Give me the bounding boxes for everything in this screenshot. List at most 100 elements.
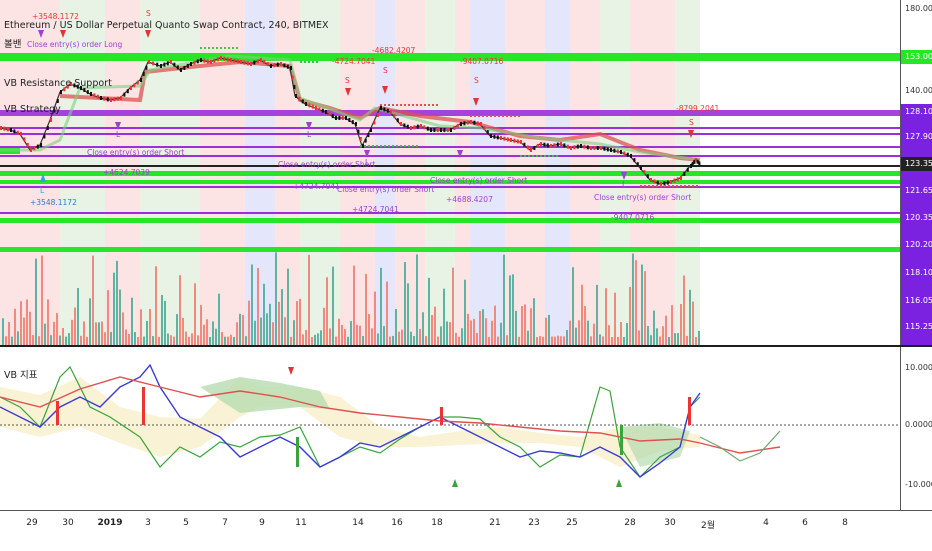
indicator-line-green [0,365,701,478]
candle [120,96,122,100]
candle [376,113,379,117]
stop-levels [200,47,560,157]
candle [46,126,49,130]
indicator-title[interactable]: VB 지표 [4,370,38,381]
indicator-cloud [0,377,700,467]
indicator-axis[interactable]: 10.0000 0.0000 -10.0000 [900,347,932,510]
indicator-label: -10.0000 [905,480,932,489]
volume-bar [668,336,670,345]
candle [503,136,506,141]
candle [63,87,66,92]
volume-bar [137,336,139,345]
price-label: 127.90 [905,132,932,141]
candle [606,147,609,152]
volume-bar [80,335,82,345]
candle [633,158,636,163]
candle [496,135,499,140]
volume-bar [371,328,373,345]
candle [293,85,296,89]
stop-levels-red [380,104,700,187]
time-label: 25 [566,518,578,528]
time-label: 6 [802,518,808,528]
candle [506,137,509,142]
candle [291,75,294,80]
volume-bar [629,286,631,345]
volume-bar [428,277,430,345]
candle [520,140,522,144]
indicator-pane[interactable]: VB 지표 [0,347,900,510]
candle [513,138,516,143]
candle [370,128,372,132]
candle [163,62,166,67]
volume-bar [152,336,154,345]
volume-bar [212,321,214,345]
volume-bar [290,336,292,345]
volume-bar [566,330,568,345]
indicator-canvas[interactable] [0,347,900,510]
volume-bar [158,336,160,345]
trade-label: -4724.7041 [332,57,376,66]
volume-bar [203,324,205,345]
time-label: 3 [145,518,151,528]
pane-divider[interactable] [0,345,932,347]
candle [636,162,639,167]
volume-bar [302,334,304,345]
volume-bar [206,319,208,345]
volume-bar [272,322,274,345]
price-label: 123.35 [905,159,932,168]
study-label-vb-strategy[interactable]: VB Strategy [4,104,61,115]
candle [426,126,429,131]
time-label: 2월 [700,521,716,531]
volume-bar [173,336,175,345]
candle [695,158,697,162]
volume-bar [164,300,166,345]
volume-bar [671,305,673,345]
candle [351,120,354,125]
price-chart-pane[interactable]: Ethereum / US Dollar Perpetual Quanto Sw… [0,0,900,345]
volume-bar [605,288,607,345]
volume-bar [305,329,307,345]
volume-bar [362,336,364,345]
candle [53,108,56,113]
volume-bar [644,271,646,345]
candle [270,64,272,68]
candle [480,122,482,126]
candle [103,96,106,101]
volume-bar [416,254,418,345]
candle [626,152,629,157]
candle [206,59,209,64]
candle [298,96,301,101]
candle [413,125,416,130]
candle [696,159,699,164]
volume-bar [665,315,667,345]
candle [443,128,446,132]
candle [145,65,148,70]
sell-signal-arrow [288,367,294,375]
price-label: 120.35 [905,213,932,222]
time-label: 30 [664,518,676,528]
price-axis[interactable]: 180.00 153.00 140.00 128.10 127.90 123.3… [900,0,932,345]
study-label-bollinger[interactable]: 볼밴 [4,39,22,50]
volume-bar [263,283,265,345]
candle [516,139,519,144]
volume-bar [251,264,253,345]
volume-bar [404,262,406,345]
candle [691,162,694,166]
candle [500,136,502,140]
volume-bar [614,292,616,345]
volume-bar [632,253,634,345]
price-chart-canvas[interactable] [0,0,900,345]
volume-bar [17,331,19,345]
volume-bar [341,324,343,345]
trade-label: Close entry(s) order Long [27,40,123,49]
volume-bar [500,322,502,345]
volume-bar [278,301,280,345]
volume-bar [131,297,133,345]
volume-bar [65,336,67,345]
candle [176,65,179,70]
time-axis[interactable]: 29 30 2019 3 5 7 9 11 14 16 18 21 23 25 … [0,510,932,551]
volume-bar [335,336,337,345]
candle [16,130,19,135]
study-label-vb-resistance[interactable]: VB Resistance Support [4,78,112,89]
volume-bar [98,322,100,345]
